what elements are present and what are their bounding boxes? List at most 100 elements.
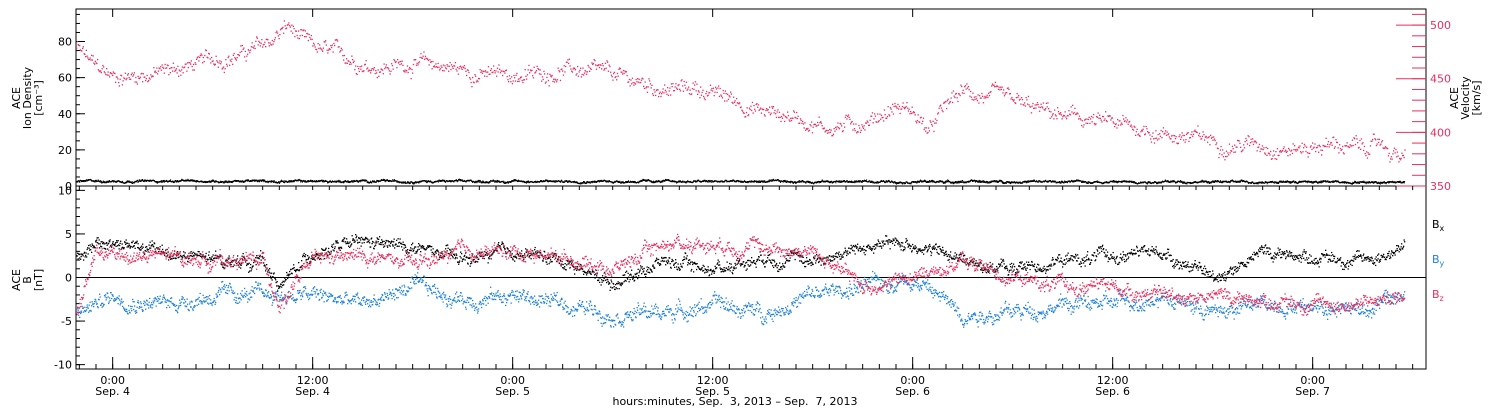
data-point — [821, 181, 823, 183]
data-point — [758, 109, 760, 111]
data-point — [510, 181, 512, 183]
data-point — [390, 70, 392, 72]
data-point — [1263, 147, 1265, 149]
data-point — [226, 65, 228, 67]
data-point — [573, 182, 575, 184]
data-point — [527, 180, 529, 182]
data-point — [945, 180, 947, 182]
data-point — [360, 180, 362, 182]
data-point — [703, 180, 705, 182]
data-point — [1149, 134, 1151, 136]
data-point — [568, 62, 570, 65]
data-point — [1338, 152, 1340, 154]
data-point — [991, 181, 993, 183]
data-point — [976, 180, 978, 182]
data-point — [260, 179, 262, 181]
data-point — [810, 182, 812, 184]
data-point — [741, 109, 743, 111]
data-point — [81, 180, 83, 182]
data-point — [665, 179, 667, 181]
data-point — [1134, 126, 1136, 128]
data-point — [949, 101, 952, 103]
data-point — [1163, 133, 1165, 135]
data-point — [444, 65, 446, 67]
data-point — [1177, 142, 1180, 144]
data-point — [686, 89, 688, 91]
data-point — [440, 180, 442, 182]
data-point — [791, 181, 793, 183]
data-point — [420, 53, 422, 55]
data-point — [1023, 181, 1025, 183]
data-point — [99, 181, 101, 183]
data-point — [439, 68, 442, 70]
data-point — [182, 72, 184, 74]
data-point — [1299, 145, 1301, 147]
data-point — [1159, 133, 1161, 135]
data-point — [185, 180, 187, 182]
data-point — [726, 100, 728, 102]
data-point — [957, 181, 959, 183]
data-point — [625, 71, 628, 73]
data-point — [645, 180, 647, 182]
data-point — [1375, 139, 1377, 141]
data-point — [638, 78, 640, 80]
data-point — [1357, 142, 1359, 144]
data-point — [1249, 144, 1251, 147]
data-point — [848, 181, 850, 183]
data-point — [100, 181, 102, 183]
data-point — [1357, 147, 1360, 149]
data-point — [1119, 120, 1121, 122]
data-point — [502, 74, 504, 77]
data-point — [1099, 117, 1102, 119]
data-point — [237, 53, 239, 56]
data-point — [375, 70, 377, 72]
data-point — [1147, 132, 1150, 134]
data-point — [448, 70, 450, 72]
data-point — [866, 179, 868, 181]
data-point — [154, 180, 156, 182]
data-point — [773, 178, 775, 180]
data-point — [571, 71, 574, 73]
data-point — [750, 105, 752, 107]
data-point — [958, 93, 960, 95]
data-point — [1388, 152, 1390, 155]
data-point — [1153, 138, 1155, 140]
data-point — [1010, 181, 1012, 183]
data-point — [1036, 180, 1038, 182]
data-point — [141, 72, 143, 75]
data-point — [322, 50, 324, 52]
data-point — [774, 109, 776, 112]
data-point — [114, 72, 116, 75]
data-point — [677, 181, 679, 183]
data-point — [916, 119, 919, 122]
data-point — [822, 127, 824, 129]
data-point — [1126, 119, 1129, 121]
data-point — [404, 181, 406, 183]
data-point — [853, 181, 855, 183]
data-point — [168, 180, 170, 182]
data-point — [1070, 106, 1072, 108]
x-tick-date-label: Sep. 5 — [495, 385, 530, 398]
data-point — [476, 79, 478, 81]
data-point — [763, 114, 766, 116]
data-point — [584, 181, 586, 183]
data-point — [757, 106, 759, 108]
data-point — [95, 179, 97, 181]
data-point — [170, 67, 172, 69]
data-point — [262, 180, 264, 182]
data-point — [858, 180, 860, 182]
data-point — [588, 66, 590, 68]
data-point — [823, 127, 826, 129]
data-point — [903, 106, 905, 109]
data-point — [691, 88, 694, 90]
data-point — [185, 179, 187, 181]
data-point — [252, 180, 254, 182]
data-point — [807, 180, 809, 182]
data-point — [901, 182, 903, 184]
data-point — [337, 46, 339, 48]
data-point — [1270, 150, 1272, 153]
data-point — [770, 179, 772, 181]
data-point — [682, 90, 685, 92]
data-point — [870, 181, 872, 183]
data-point — [788, 119, 790, 121]
